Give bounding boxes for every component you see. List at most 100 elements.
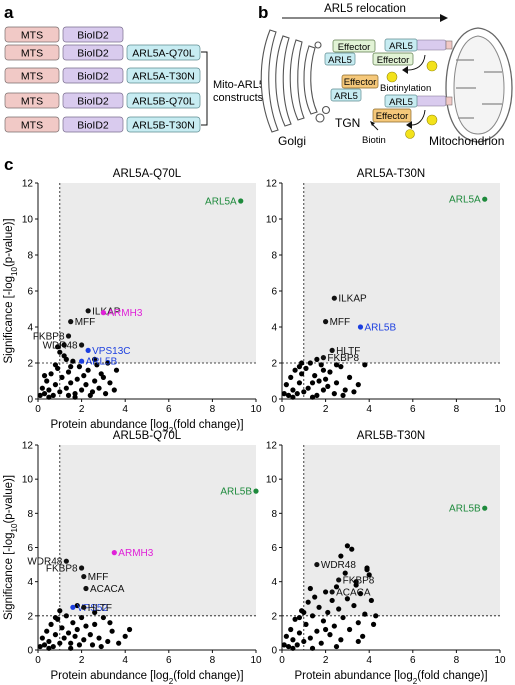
data-point	[57, 640, 63, 646]
y-tick-label: 6	[27, 287, 33, 298]
y-tick-label: 2	[27, 611, 33, 622]
data-point	[316, 378, 322, 384]
data-point	[296, 630, 303, 636]
data-point	[342, 387, 348, 393]
data-point	[316, 604, 322, 610]
y-tick-label: 10	[22, 215, 34, 226]
y-tick-label: 8	[271, 509, 277, 520]
point-label: ARL5B	[220, 487, 252, 498]
data-point	[366, 572, 372, 578]
data-point	[79, 387, 85, 393]
data-point	[46, 638, 52, 645]
data-point	[333, 362, 340, 368]
data-point	[61, 342, 67, 348]
data-point	[346, 626, 353, 633]
panel-label-c: c	[4, 155, 13, 174]
labeled-point	[357, 324, 364, 330]
golgi-label: Golgi	[278, 134, 306, 148]
y-tick-label: 4	[271, 577, 277, 588]
y-tick-label: 2	[271, 359, 277, 370]
point-label: VPS52	[77, 603, 109, 614]
point-label: WDR48	[27, 557, 62, 568]
point-label: VPS13C	[92, 346, 130, 357]
data-point	[281, 642, 287, 648]
x-tick-label: 6	[410, 655, 416, 666]
data-point	[333, 643, 340, 650]
data-point	[92, 609, 98, 616]
bracket-label-2: constructs	[213, 92, 264, 104]
labeled-point	[70, 604, 76, 610]
x-tick-label: 8	[210, 404, 216, 415]
plot-title: ARL5A-Q70L	[113, 168, 182, 180]
x-tick-label: 4	[122, 404, 128, 415]
data-point	[41, 391, 48, 397]
significance-region	[59, 183, 256, 363]
data-point	[68, 640, 74, 646]
data-point	[68, 364, 74, 370]
data-point	[74, 626, 80, 633]
labeled-point	[253, 488, 259, 494]
data-point	[325, 609, 331, 616]
data-point	[76, 364, 83, 370]
data-point	[102, 391, 109, 397]
data-point	[44, 378, 50, 384]
golgi-effector-2-label: Effector	[344, 77, 377, 88]
y-tick-label: 0	[27, 395, 33, 406]
relocation-title: ARL5 relocation	[324, 3, 406, 15]
data-point	[312, 594, 318, 600]
data-point	[83, 623, 89, 629]
y-tick-label: 8	[27, 251, 33, 262]
mito-arl5-1-label: ARL5	[389, 41, 413, 52]
data-point	[296, 380, 303, 386]
data-point	[362, 362, 368, 368]
bioid-label: BioID2	[77, 71, 109, 83]
data-point	[307, 585, 313, 592]
x-tick-label: 10	[250, 655, 262, 666]
mts-label: MTS	[21, 30, 43, 42]
labeled-point	[79, 358, 85, 364]
golgi-icon	[260, 29, 331, 133]
data-point	[331, 623, 337, 629]
labeled-point	[320, 355, 327, 361]
volcano-plot: ARL5B-T30N 0 2 4 6 8 10 0 2 4 6 8 10 12 ARL5B WDR48 FKBP…	[266, 430, 506, 685]
constructs-bracket	[201, 51, 208, 126]
data-point	[70, 620, 76, 626]
data-point	[46, 387, 52, 393]
data-point	[83, 382, 89, 388]
data-point	[288, 626, 294, 633]
tag-label: ARL5B-Q70L	[132, 96, 195, 108]
point-label: FKBP8	[33, 332, 65, 343]
data-point	[94, 362, 100, 368]
data-point	[59, 374, 65, 380]
data-point	[290, 645, 296, 651]
data-point	[320, 387, 327, 393]
y-tick-label: 6	[27, 543, 33, 554]
data-point	[57, 608, 63, 614]
x-tick-label: 8	[454, 655, 460, 666]
point-label: WDR48	[43, 341, 78, 352]
mts-label: MTS	[21, 120, 43, 132]
data-point	[338, 637, 344, 643]
data-point	[79, 614, 85, 621]
data-point	[61, 635, 67, 641]
data-point	[320, 367, 327, 373]
data-point	[122, 633, 128, 639]
golgi-effector-2	[341, 74, 379, 89]
x-tick-label: 2	[323, 655, 329, 666]
data-point	[333, 380, 340, 386]
golgi-effector-1	[332, 39, 376, 53]
data-point	[301, 638, 307, 645]
data-point	[296, 614, 303, 621]
data-point	[107, 620, 113, 626]
data-point	[74, 376, 80, 382]
data-point	[65, 630, 72, 636]
data-point	[342, 570, 348, 576]
tgn-label: TGN	[335, 116, 360, 130]
data-point	[331, 391, 337, 397]
point-label: HLTF	[88, 603, 112, 614]
data-point	[288, 374, 294, 380]
construct-row: MTS BioID2 ARL5A-T30N	[4, 67, 201, 84]
point-label: ILKAP	[338, 294, 367, 305]
point-label: WDR48	[321, 560, 356, 571]
data-point	[294, 391, 300, 397]
